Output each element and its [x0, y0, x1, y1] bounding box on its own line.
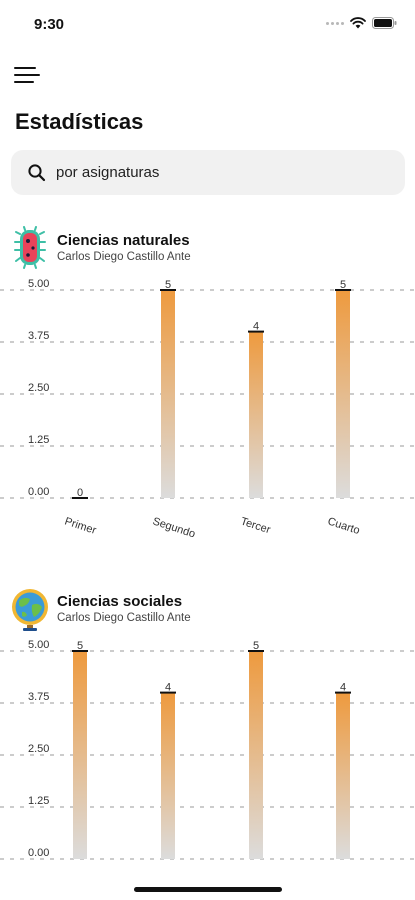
x-tick-label: Cuarto — [326, 515, 361, 537]
grades-chart-sociales: 0.00 1.25 2.50 3.75 5.00 5 4 5 4 — [0, 639, 415, 860]
search-input[interactable]: por asignaturas — [11, 150, 405, 195]
page-title: Estadísticas — [15, 109, 144, 134]
y-tick-label: 3.75 — [28, 330, 49, 342]
bar-cuarto[interactable] — [336, 290, 350, 498]
bar-value-label: 5 — [253, 640, 259, 652]
y-tick-label: 0.00 — [28, 847, 49, 859]
x-tick-label: Segundo — [151, 515, 197, 540]
grades-chart-naturales: 0.00 1.25 2.50 3.75 5.00 0 Primer 5 Segundo 4 Terc… — [0, 278, 415, 540]
x-tick-label: Primer — [63, 515, 98, 537]
bar-value-label: 0 — [77, 487, 83, 499]
bar-tercer[interactable] — [249, 651, 263, 859]
status-time: 9:30 — [34, 16, 65, 33]
search-icon — [28, 163, 46, 181]
status-icons — [326, 17, 397, 29]
bar-segundo[interactable] — [161, 692, 175, 859]
y-tick-label: 1.25 — [28, 434, 49, 446]
bar-value-label: 5 — [165, 279, 171, 291]
subject-name: Ciencias sociales — [57, 593, 183, 610]
bar-value-label: 4 — [165, 682, 171, 694]
y-tick-label: 5.00 — [28, 639, 49, 651]
globe-icon — [12, 589, 48, 631]
bar-cuarto[interactable] — [336, 692, 350, 859]
bar-segundo[interactable] — [161, 290, 175, 498]
microbe-icon — [14, 226, 46, 269]
menu-icon — [14, 67, 36, 69]
subject-name: Ciencias naturales — [57, 232, 190, 249]
y-tick-label: 3.75 — [28, 691, 49, 703]
y-tick-label: 0.00 — [28, 486, 49, 498]
search-placeholder: por asignaturas — [56, 164, 160, 181]
x-tick-label: Tercer — [239, 515, 272, 536]
y-tick-label: 2.50 — [28, 382, 49, 394]
bar-primer[interactable] — [73, 651, 87, 859]
bar-value-label: 4 — [340, 682, 346, 694]
status-bar: 9:30 — [0, 0, 415, 48]
battery-icon — [372, 17, 397, 29]
bar-value-label: 5 — [77, 640, 83, 652]
subject-teacher: Carlos Diego Castillo Ante — [57, 251, 191, 263]
bar-tercer[interactable] — [249, 331, 263, 498]
signal-icon — [326, 21, 344, 25]
y-tick-label: 1.25 — [28, 795, 49, 807]
menu-button[interactable] — [14, 66, 40, 86]
subject-teacher: Carlos Diego Castillo Ante — [57, 612, 191, 624]
subject-card-sociales[interactable]: Ciencias sociales Carlos Diego Castillo … — [10, 587, 191, 631]
wifi-icon — [350, 17, 366, 29]
y-tick-label: 5.00 — [28, 278, 49, 290]
subject-card-naturales[interactable]: Ciencias naturales Carlos Diego Castillo… — [10, 226, 191, 270]
bar-value-label: 4 — [253, 321, 259, 333]
bar-value-label: 5 — [340, 279, 346, 291]
home-indicator — [134, 887, 282, 892]
y-tick-label: 2.50 — [28, 743, 49, 755]
